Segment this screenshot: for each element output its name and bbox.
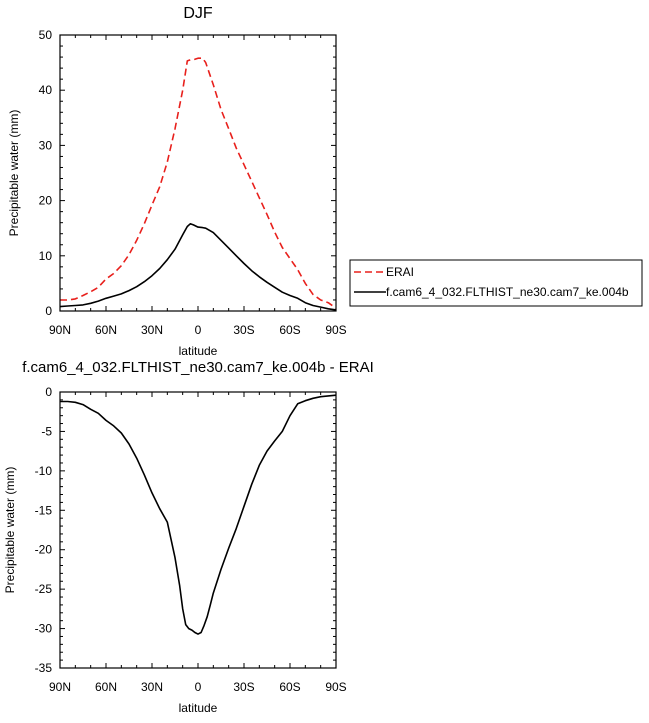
chart2-y-tick-label: -5 bbox=[41, 424, 52, 438]
chart1-y-tick-label: 20 bbox=[39, 194, 53, 208]
chart1-series-line-1 bbox=[60, 57, 337, 309]
chart1-y-tick-label: 0 bbox=[45, 304, 52, 318]
legend-label-1: ERAI bbox=[386, 265, 414, 279]
chart1-plot-frame bbox=[59, 34, 337, 312]
chart2-y-tick-label: -15 bbox=[35, 503, 53, 517]
chart1-y-tick-label: 50 bbox=[39, 28, 53, 42]
legend-box bbox=[349, 259, 643, 307]
chart1-y-tick-label: 30 bbox=[39, 138, 53, 152]
chart2-plot-frame bbox=[59, 391, 337, 669]
chart1-x-tick-label: 90S bbox=[325, 323, 346, 337]
chart2-y-tick-label: -30 bbox=[35, 622, 53, 636]
chart1-x-tick-label: 60S bbox=[279, 323, 300, 337]
chart2-y-tick-label: -20 bbox=[35, 543, 53, 557]
chart2-y-axis-label: Precipitable water (mm) bbox=[3, 467, 17, 594]
chart2-x-tick-label: 90N bbox=[49, 680, 71, 694]
chart1-title: DJF bbox=[183, 5, 213, 22]
chart2-y-tick-label: -10 bbox=[35, 464, 53, 478]
chart2-title: f.cam6_4_032.FLTHIST_ne30.cam7_ke.004b -… bbox=[22, 359, 374, 376]
chart1-series-line-2 bbox=[59, 223, 337, 311]
chart1-x-tick-label: 90N bbox=[49, 323, 71, 337]
chart1-x-tick-label: 30N bbox=[141, 323, 163, 337]
chart1-y-axis-label: Precipitable water (mm) bbox=[7, 110, 21, 237]
chart2-x-tick-label: 90S bbox=[325, 680, 346, 694]
chart2-y-tick-label: -35 bbox=[35, 661, 53, 675]
chart2-y-tick-label: -25 bbox=[35, 582, 53, 596]
chart1-y-tick-label: 40 bbox=[39, 83, 53, 97]
legend-label-2: f.cam6_4_032.FLTHIST_ne30.cam7_ke.004b bbox=[386, 285, 629, 299]
chart1-x-tick-label: 0 bbox=[195, 323, 202, 337]
chart1-y-tick-label: 10 bbox=[39, 249, 53, 263]
chart2-y-tick-label: 0 bbox=[45, 385, 52, 399]
chart2-x-tick-label: 60N bbox=[95, 680, 117, 694]
chart1-x-tick-label: 30S bbox=[233, 323, 254, 337]
chart2-x-axis-label: latitude bbox=[179, 701, 218, 715]
chart2-x-tick-label: 60S bbox=[279, 680, 300, 694]
chart1-x-axis-label: latitude bbox=[179, 344, 218, 358]
chart2-x-tick-label: 30N bbox=[141, 680, 163, 694]
chart2-series-line-1 bbox=[60, 394, 337, 635]
chart2-x-tick-label: 30S bbox=[233, 680, 254, 694]
chart2-x-tick-label: 0 bbox=[195, 680, 202, 694]
chart1-x-tick-label: 60N bbox=[95, 323, 117, 337]
